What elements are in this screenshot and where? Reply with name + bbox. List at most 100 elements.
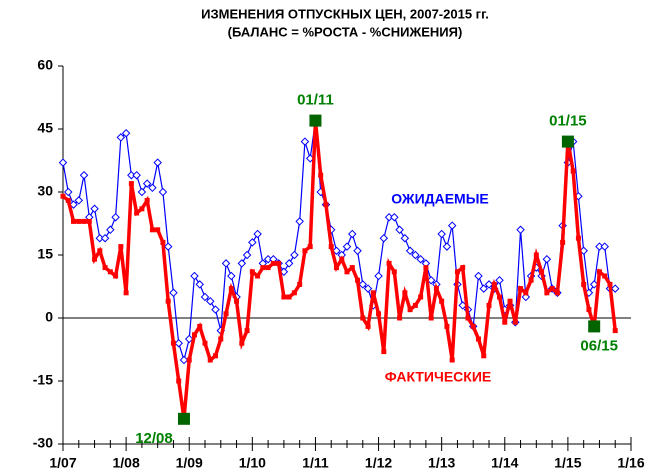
square-marker: [581, 281, 587, 287]
annotation: 01/15: [549, 113, 587, 130]
square-marker: [113, 273, 119, 279]
diamond-marker: [79, 170, 89, 180]
diamond-marker: [437, 229, 446, 239]
square-marker: [149, 227, 155, 233]
diamond-marker: [179, 355, 189, 365]
square-marker: [191, 332, 197, 338]
square-marker: [123, 290, 129, 296]
diamond-marker: [106, 225, 115, 235]
diamond-marker: [411, 250, 420, 260]
y-tick-label: 60: [37, 57, 53, 73]
x-tick-label: 1/07: [49, 455, 76, 471]
square-marker: [497, 294, 503, 300]
square-marker: [344, 269, 350, 275]
diamond-marker: [90, 204, 99, 214]
diamond-marker: [416, 254, 425, 264]
diamond-marker: [358, 280, 368, 289]
series-line: [61, 120, 617, 420]
diamond-marker: [542, 254, 552, 264]
square-marker: [60, 193, 66, 199]
square-marker: [302, 248, 308, 254]
square-marker: [596, 269, 602, 275]
square-marker: [207, 357, 213, 363]
diamond-marker: [595, 242, 604, 251]
x-tick-label: 1/12: [365, 455, 392, 471]
square-marker: [607, 281, 613, 287]
square-marker: [97, 248, 103, 254]
square-marker: [486, 302, 492, 308]
square-marker: [539, 269, 545, 275]
square-marker: [323, 202, 329, 208]
square-marker: [176, 378, 182, 384]
diamond-marker: [69, 200, 78, 209]
y-tick-label: 0: [45, 309, 53, 325]
diamond-marker: [395, 225, 404, 235]
square-marker: [144, 197, 150, 203]
diamond-marker: [184, 334, 194, 344]
square-marker: [213, 353, 219, 359]
square-marker: [276, 260, 282, 266]
diamond-marker: [284, 259, 294, 268]
diamond-marker: [495, 275, 504, 285]
diamond-marker: [221, 259, 231, 268]
highlight-marker: [177, 412, 190, 425]
square-marker: [460, 265, 466, 271]
square-marker: [223, 311, 229, 317]
square-marker: [397, 315, 403, 321]
square-marker: [528, 277, 534, 283]
square-marker: [370, 290, 376, 296]
square-marker: [570, 168, 576, 174]
diamond-marker: [295, 217, 304, 226]
square-marker: [470, 323, 476, 329]
square-marker: [92, 256, 98, 262]
square-marker: [234, 298, 240, 304]
square-marker: [412, 302, 418, 308]
diamond-marker: [589, 280, 599, 289]
square-marker: [281, 294, 287, 300]
diamond-marker: [348, 229, 357, 239]
chart-title: ИЗМЕНЕНИЯ ОТПУСКНЫХ ЦЕН, 2007-2015 гг.: [201, 6, 489, 21]
square-marker: [118, 244, 124, 250]
diamond-marker: [127, 170, 136, 180]
square-marker: [428, 315, 434, 321]
square-marker: [418, 294, 424, 300]
square-marker: [407, 307, 413, 313]
diamond-marker: [153, 158, 162, 167]
square-marker: [360, 315, 366, 321]
square-marker: [481, 353, 487, 359]
x-tick-label: 1/15: [554, 455, 581, 471]
diamond-marker: [600, 242, 609, 251]
square-marker: [134, 210, 140, 216]
square-marker: [586, 307, 592, 313]
square-marker: [491, 281, 497, 287]
x-tick-label: 1/11: [302, 455, 329, 471]
diamond-marker: [379, 233, 389, 243]
diamond-marker: [442, 242, 452, 251]
square-marker: [381, 349, 387, 355]
diamond-marker: [610, 284, 620, 293]
chart-subtitle: (БАЛАНС = %РОСТА - %СНИЖЕНИЯ): [228, 24, 463, 39]
diamond-marker: [74, 196, 84, 205]
x-tick-label: 1/09: [176, 455, 203, 471]
square-marker: [502, 319, 508, 325]
diamond-marker: [248, 238, 257, 247]
diamond-marker: [163, 242, 173, 251]
annotation: 01/11: [297, 92, 334, 109]
series-label: ФАКТИЧЕСКИЕ: [385, 369, 491, 385]
x-tick-label: 1/14: [491, 455, 518, 471]
square-marker: [155, 227, 161, 233]
diamond-marker: [132, 170, 141, 180]
square-marker: [518, 286, 524, 292]
diamond-marker: [137, 187, 147, 197]
square-marker: [423, 265, 429, 271]
square-marker: [128, 181, 134, 187]
square-marker: [454, 269, 460, 275]
square-marker: [444, 323, 450, 329]
square-marker: [249, 269, 255, 275]
diamond-marker: [353, 246, 362, 256]
square-marker: [349, 265, 355, 271]
square-marker: [365, 323, 371, 329]
diamond-marker: [447, 221, 457, 230]
square-marker: [286, 294, 292, 300]
